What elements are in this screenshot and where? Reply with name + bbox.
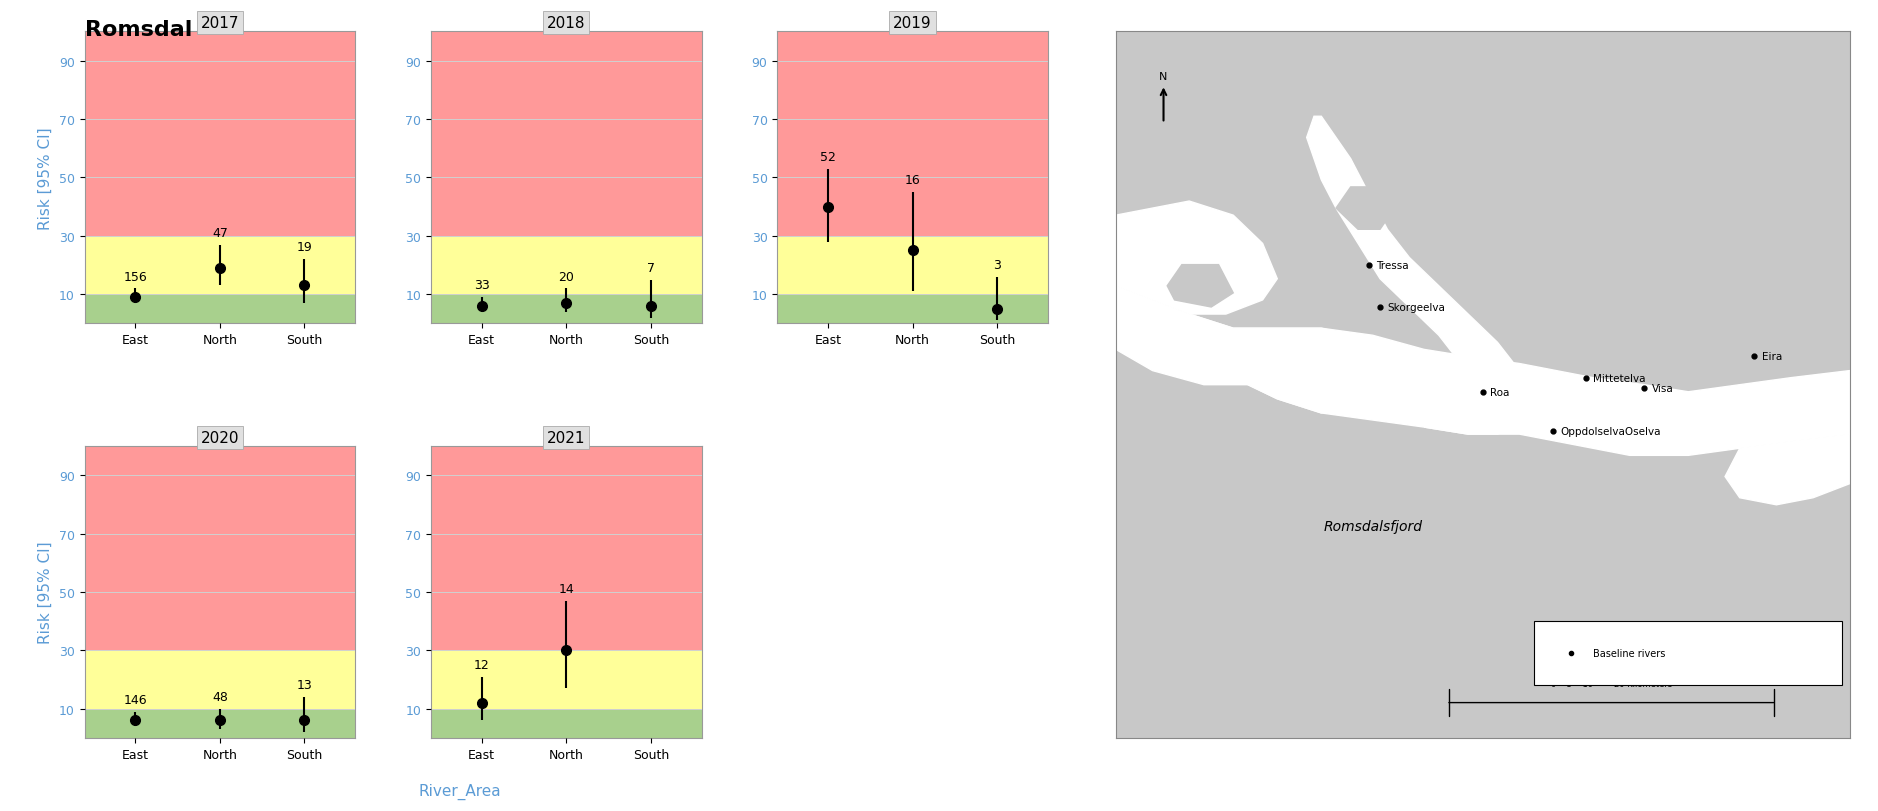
Text: 3: 3 [993, 259, 1001, 272]
Text: Visa: Visa [1651, 384, 1673, 394]
Bar [777, 295, 1048, 324]
Bar [85, 446, 355, 650]
Text: Romsdalsfjord: Romsdalsfjord [1324, 519, 1422, 534]
Text: 13: 13 [297, 678, 312, 691]
Text: 16: 16 [905, 174, 920, 187]
Y-axis label: Risk [95% CI]: Risk [95% CI] [38, 127, 53, 230]
Title: 2017: 2017 [201, 16, 239, 32]
Title: 2020: 2020 [201, 431, 239, 445]
Text: OppdolselvaOselva: OppdolselvaOselva [1561, 426, 1660, 436]
Bar [85, 295, 355, 324]
Text: 47: 47 [212, 226, 227, 239]
Text: Mittetelva: Mittetelva [1593, 373, 1645, 383]
Bar [777, 237, 1048, 295]
Text: Romsdal: Romsdal [85, 20, 192, 41]
Title: 2019: 2019 [894, 16, 931, 32]
Title: 2018: 2018 [546, 16, 586, 32]
Text: Eira: Eira [1762, 352, 1782, 362]
FancyBboxPatch shape [1534, 621, 1842, 685]
Bar [85, 650, 355, 709]
Bar [430, 295, 702, 324]
Text: Baseline rivers: Baseline rivers [1593, 648, 1666, 659]
Bar [430, 709, 702, 738]
Text: 14: 14 [558, 582, 575, 595]
Polygon shape [1116, 286, 1850, 456]
Y-axis label: Risk [95% CI]: Risk [95% CI] [38, 541, 53, 643]
Polygon shape [1168, 265, 1234, 307]
Bar [430, 237, 702, 295]
Bar [85, 709, 355, 738]
Bar [777, 32, 1048, 237]
Polygon shape [1726, 435, 1850, 505]
Text: 156: 156 [124, 270, 146, 283]
Bar [85, 32, 355, 237]
Text: River_Area: River_Area [419, 783, 501, 799]
Text: 19: 19 [297, 241, 312, 254]
Text: 52: 52 [821, 151, 836, 164]
Text: Tressa: Tressa [1377, 260, 1408, 270]
Text: 146: 146 [124, 693, 146, 706]
Text: 48: 48 [212, 690, 227, 703]
Polygon shape [1153, 315, 1380, 414]
Text: Skorgeelva: Skorgeelva [1388, 303, 1446, 312]
Polygon shape [1307, 117, 1527, 435]
Text: Roa: Roa [1489, 388, 1510, 397]
Text: 33: 33 [473, 279, 490, 292]
Bar [430, 446, 702, 650]
Polygon shape [1116, 202, 1277, 315]
Text: 0    5    10        20 Kilometers: 0 5 10 20 Kilometers [1551, 680, 1671, 689]
Text: 7: 7 [646, 261, 655, 274]
Text: N: N [1159, 72, 1168, 82]
Text: 20: 20 [558, 270, 575, 283]
Bar [85, 237, 355, 295]
Text: 12: 12 [473, 658, 490, 671]
Bar [430, 650, 702, 709]
Polygon shape [1335, 187, 1395, 230]
Bar [430, 32, 702, 237]
Title: 2021: 2021 [546, 431, 586, 445]
